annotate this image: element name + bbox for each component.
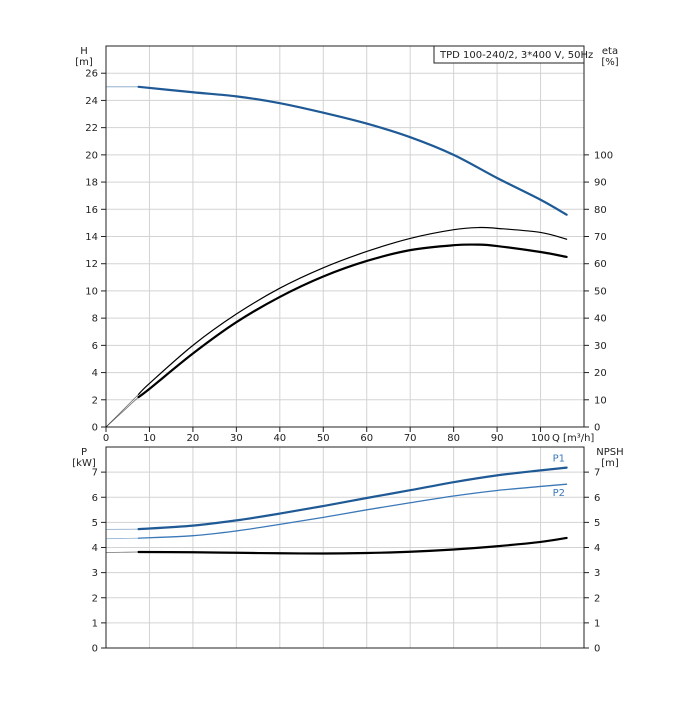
y-left-tick-label: 18 (85, 178, 98, 189)
y-right-tick-label: 60 (594, 259, 607, 270)
y-right-tick-label: 100 (594, 150, 613, 161)
y-right-tick-label: 3 (594, 568, 600, 579)
y-right-axis-title: [%] (601, 57, 618, 68)
y-right-tick-label: 7 (594, 468, 600, 479)
y-right-tick-label: 4 (594, 543, 600, 554)
y-left-tick-label: 5 (92, 518, 98, 529)
y-right-tick-label: 20 (594, 368, 607, 379)
x-tick-label: 80 (447, 433, 460, 444)
series-label-p2: P2 (553, 488, 565, 499)
series-line-head (139, 87, 567, 215)
y-left-tick-label: 12 (85, 259, 98, 270)
y-left-tick-label: 20 (85, 150, 98, 161)
y-left-tick-label: 0 (92, 423, 98, 434)
series-extension-line (106, 538, 139, 539)
y-left-tick-label: 7 (92, 468, 98, 479)
y-left-tick-label: 22 (85, 123, 98, 134)
y-right-tick-label: 90 (594, 178, 607, 189)
y-left-axis-title: [m] (75, 57, 93, 68)
y-left-tick-label: 8 (92, 314, 98, 325)
x-tick-label: 60 (360, 433, 373, 444)
y-left-tick-label: 26 (85, 69, 98, 80)
y-right-tick-label: 0 (594, 644, 600, 655)
y-left-tick-label: 6 (92, 493, 98, 504)
y-right-tick-label: 30 (594, 341, 607, 352)
y-right-tick-label: 50 (594, 286, 607, 297)
y-right-axis-title: NPSH (596, 447, 623, 458)
y-right-tick-label: 1 (594, 618, 600, 629)
y-right-tick-label: 80 (594, 205, 607, 216)
series-extension-line (106, 552, 139, 553)
y-left-tick-label: 1 (92, 618, 98, 629)
y-left-tick-label: 4 (92, 368, 98, 379)
head-efficiency-panel: 0246810121416182022242601020304050607080… (75, 46, 619, 444)
y-left-tick-label: 2 (92, 593, 98, 604)
y-right-tick-label: 5 (594, 518, 600, 529)
y-right-tick-label: 40 (594, 314, 607, 325)
y-right-tick-label: 2 (594, 593, 600, 604)
series-line-eta-thin (139, 227, 567, 394)
series-line-eta-thick (139, 245, 567, 398)
y-left-tick-label: 2 (92, 395, 98, 406)
x-tick-label: 50 (317, 433, 330, 444)
y-right-tick-label: 6 (594, 493, 600, 504)
x-tick-label: 40 (273, 433, 286, 444)
x-tick-label: 20 (187, 433, 200, 444)
series-line-npsh (139, 538, 567, 554)
x-tick-label: 10 (143, 433, 156, 444)
y-left-tick-label: 6 (92, 341, 98, 352)
x-tick-label: 90 (491, 433, 504, 444)
chart-title: TPD 100-240/2, 3*400 V, 50Hz (439, 50, 593, 61)
x-tick-label: 0 (103, 433, 109, 444)
y-right-axis-title: eta (602, 46, 618, 57)
y-right-tick-label: 10 (594, 395, 607, 406)
x-axis-title: Q [m³/h] (552, 433, 594, 444)
y-left-tick-label: 24 (85, 96, 98, 107)
y-left-tick-label: 10 (85, 286, 98, 297)
series-line-p2 (139, 484, 567, 538)
y-right-axis-title: [m] (601, 458, 619, 469)
y-left-tick-label: 14 (85, 232, 98, 243)
y-left-tick-label: 16 (85, 205, 98, 216)
y-right-tick-label: 0 (594, 423, 600, 434)
series-line-p1 (139, 468, 567, 530)
y-left-axis-title: H (80, 46, 88, 57)
y-left-axis-title: P (81, 447, 87, 458)
legend-box: TPD 100-240/2, 3*400 V, 50Hz (434, 46, 593, 63)
y-left-tick-label: 3 (92, 568, 98, 579)
series-label-p1: P1 (553, 454, 565, 465)
y-left-tick-label: 4 (92, 543, 98, 554)
x-tick-label: 30 (230, 433, 243, 444)
y-left-tick-label: 0 (92, 644, 98, 655)
x-tick-label: 100 (531, 433, 550, 444)
y-right-tick-label: 70 (594, 232, 607, 243)
y-left-axis-title: [kW] (72, 458, 96, 469)
x-tick-label: 70 (404, 433, 417, 444)
series-extension-line (106, 397, 139, 427)
